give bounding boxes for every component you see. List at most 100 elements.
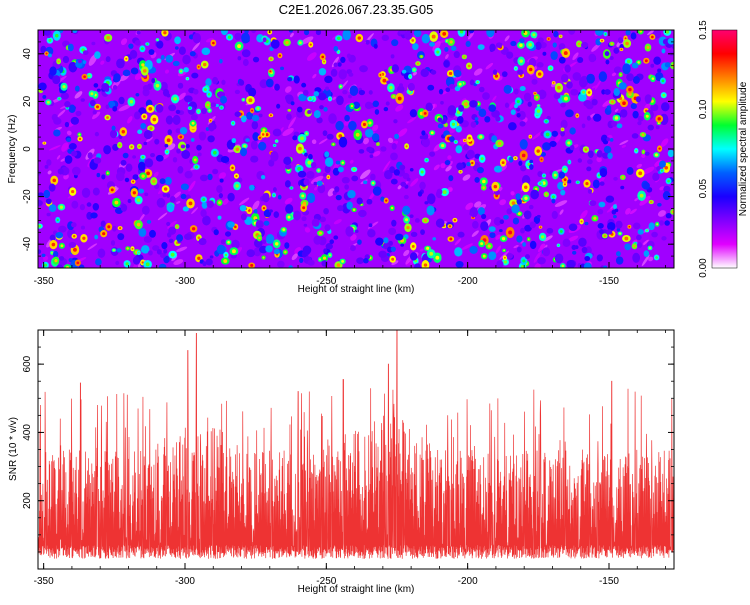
heatmap-cell [616,251,621,257]
heatmap-cell [615,256,624,265]
heatmap-cell [391,219,397,227]
heatmap-cell [306,192,316,204]
heatmap-cell [473,68,483,76]
heatmap-cell [402,205,411,216]
heatmap-cell [454,238,462,246]
heatmap-cell [614,108,619,112]
heatmap-cell [190,114,198,121]
heatmap-cell [251,114,260,122]
heatmap-cell [651,35,654,39]
heatmap-cell [616,228,621,232]
heatmap-cell [341,259,344,263]
heatmap-cell [599,168,608,178]
heatmap-cell [307,109,312,114]
heatmap-cell [420,170,424,174]
heatmap-cell [495,245,502,254]
heatmap-cell [581,41,589,49]
heatmap-cell [410,231,418,238]
heatmap-cell [642,239,650,245]
heatmap-cell [476,81,479,84]
heatmap-cell [362,122,367,127]
heatmap-cell [554,253,564,264]
heatmap-cell [370,173,376,181]
heatmap-cell [274,83,280,91]
heatmap-cell [467,32,474,40]
heatmap-cell [542,51,547,56]
heatmap-cell [146,136,153,143]
heatmap-cell [172,114,181,125]
heatmap-cell [366,146,373,153]
heatmap-cell [656,223,659,226]
heatmap-cell [303,178,310,186]
heatmap-cell [648,222,655,231]
heatmap-cell [560,102,566,108]
heatmap-cell [459,170,462,173]
heatmap-cell [197,236,201,240]
heatmap-cell [241,49,251,58]
heatmap-cell [168,226,177,235]
heatmap-cell [138,107,147,116]
heatmap-cell [510,40,517,47]
heatmap-cell [280,66,285,71]
heatmap-cell [269,70,272,73]
heatmap-cell [606,229,613,235]
heatmap-cell [637,115,644,122]
figure-title: C2E1.2026.067.23.35.G05 [279,2,434,17]
heatmap-cell [389,86,393,90]
heatmap-cell [397,185,402,190]
heatmap-cell [596,156,602,163]
heatmap-cell [92,187,100,196]
heatmap-cell [611,72,617,77]
heatmap-cell [45,52,48,55]
heatmap-cell [235,147,240,152]
heatmap-cell [561,264,565,268]
heatmap-cell [251,121,259,130]
heatmap-cell [419,248,424,252]
heatmap-cell [570,88,579,96]
heatmap-cell [192,32,202,44]
heatmap-cell [511,204,520,214]
heatmap-cell [504,102,510,108]
heatmap-cell [110,188,114,192]
heatmap-cell [304,227,311,233]
heatmap-cell [411,244,415,248]
heatmap-cell [163,31,167,35]
heatmap-cell [212,168,219,175]
heatmap-cell [136,198,141,202]
heatmap-cell [303,223,308,227]
heatmap-cell [212,76,219,85]
heatmap-cell [529,164,534,170]
heatmap-cell [184,170,193,179]
heatmap-cell [383,237,389,244]
heatmap-cell [111,125,116,131]
heatmap-cell [212,41,215,45]
heatmap-cell [385,101,390,106]
heatmap-cell [390,54,395,59]
heatmap-cell [112,249,115,252]
heatmap-cell [516,99,520,104]
heatmap-cell [162,88,170,97]
heatmap-cell [273,248,280,255]
heatmap-cell [603,145,612,154]
heatmap-cell [543,235,553,242]
heatmap-cell [458,82,462,86]
heatmap-cell [231,239,240,249]
heatmap-cell [644,94,652,104]
heatmap-cell [632,222,641,230]
heatmap-cell [440,163,446,169]
heatmap-cell [372,100,380,108]
heatmap-cell [382,78,387,83]
heatmap-cell [474,177,480,183]
heatmap-cell [469,212,474,216]
heatmap-cell [164,176,172,186]
heatmap-cell [512,217,520,225]
heatmap-cell [620,48,623,51]
heatmap-cell [482,92,490,100]
heatmap-cell [591,85,598,89]
heatmap-cell [529,159,534,164]
heatmap-cell [301,82,307,88]
heatmap-cell [466,161,471,167]
heatmap-cell [459,30,464,34]
heatmap-cell [551,198,556,204]
heatmap-cell [482,186,486,189]
